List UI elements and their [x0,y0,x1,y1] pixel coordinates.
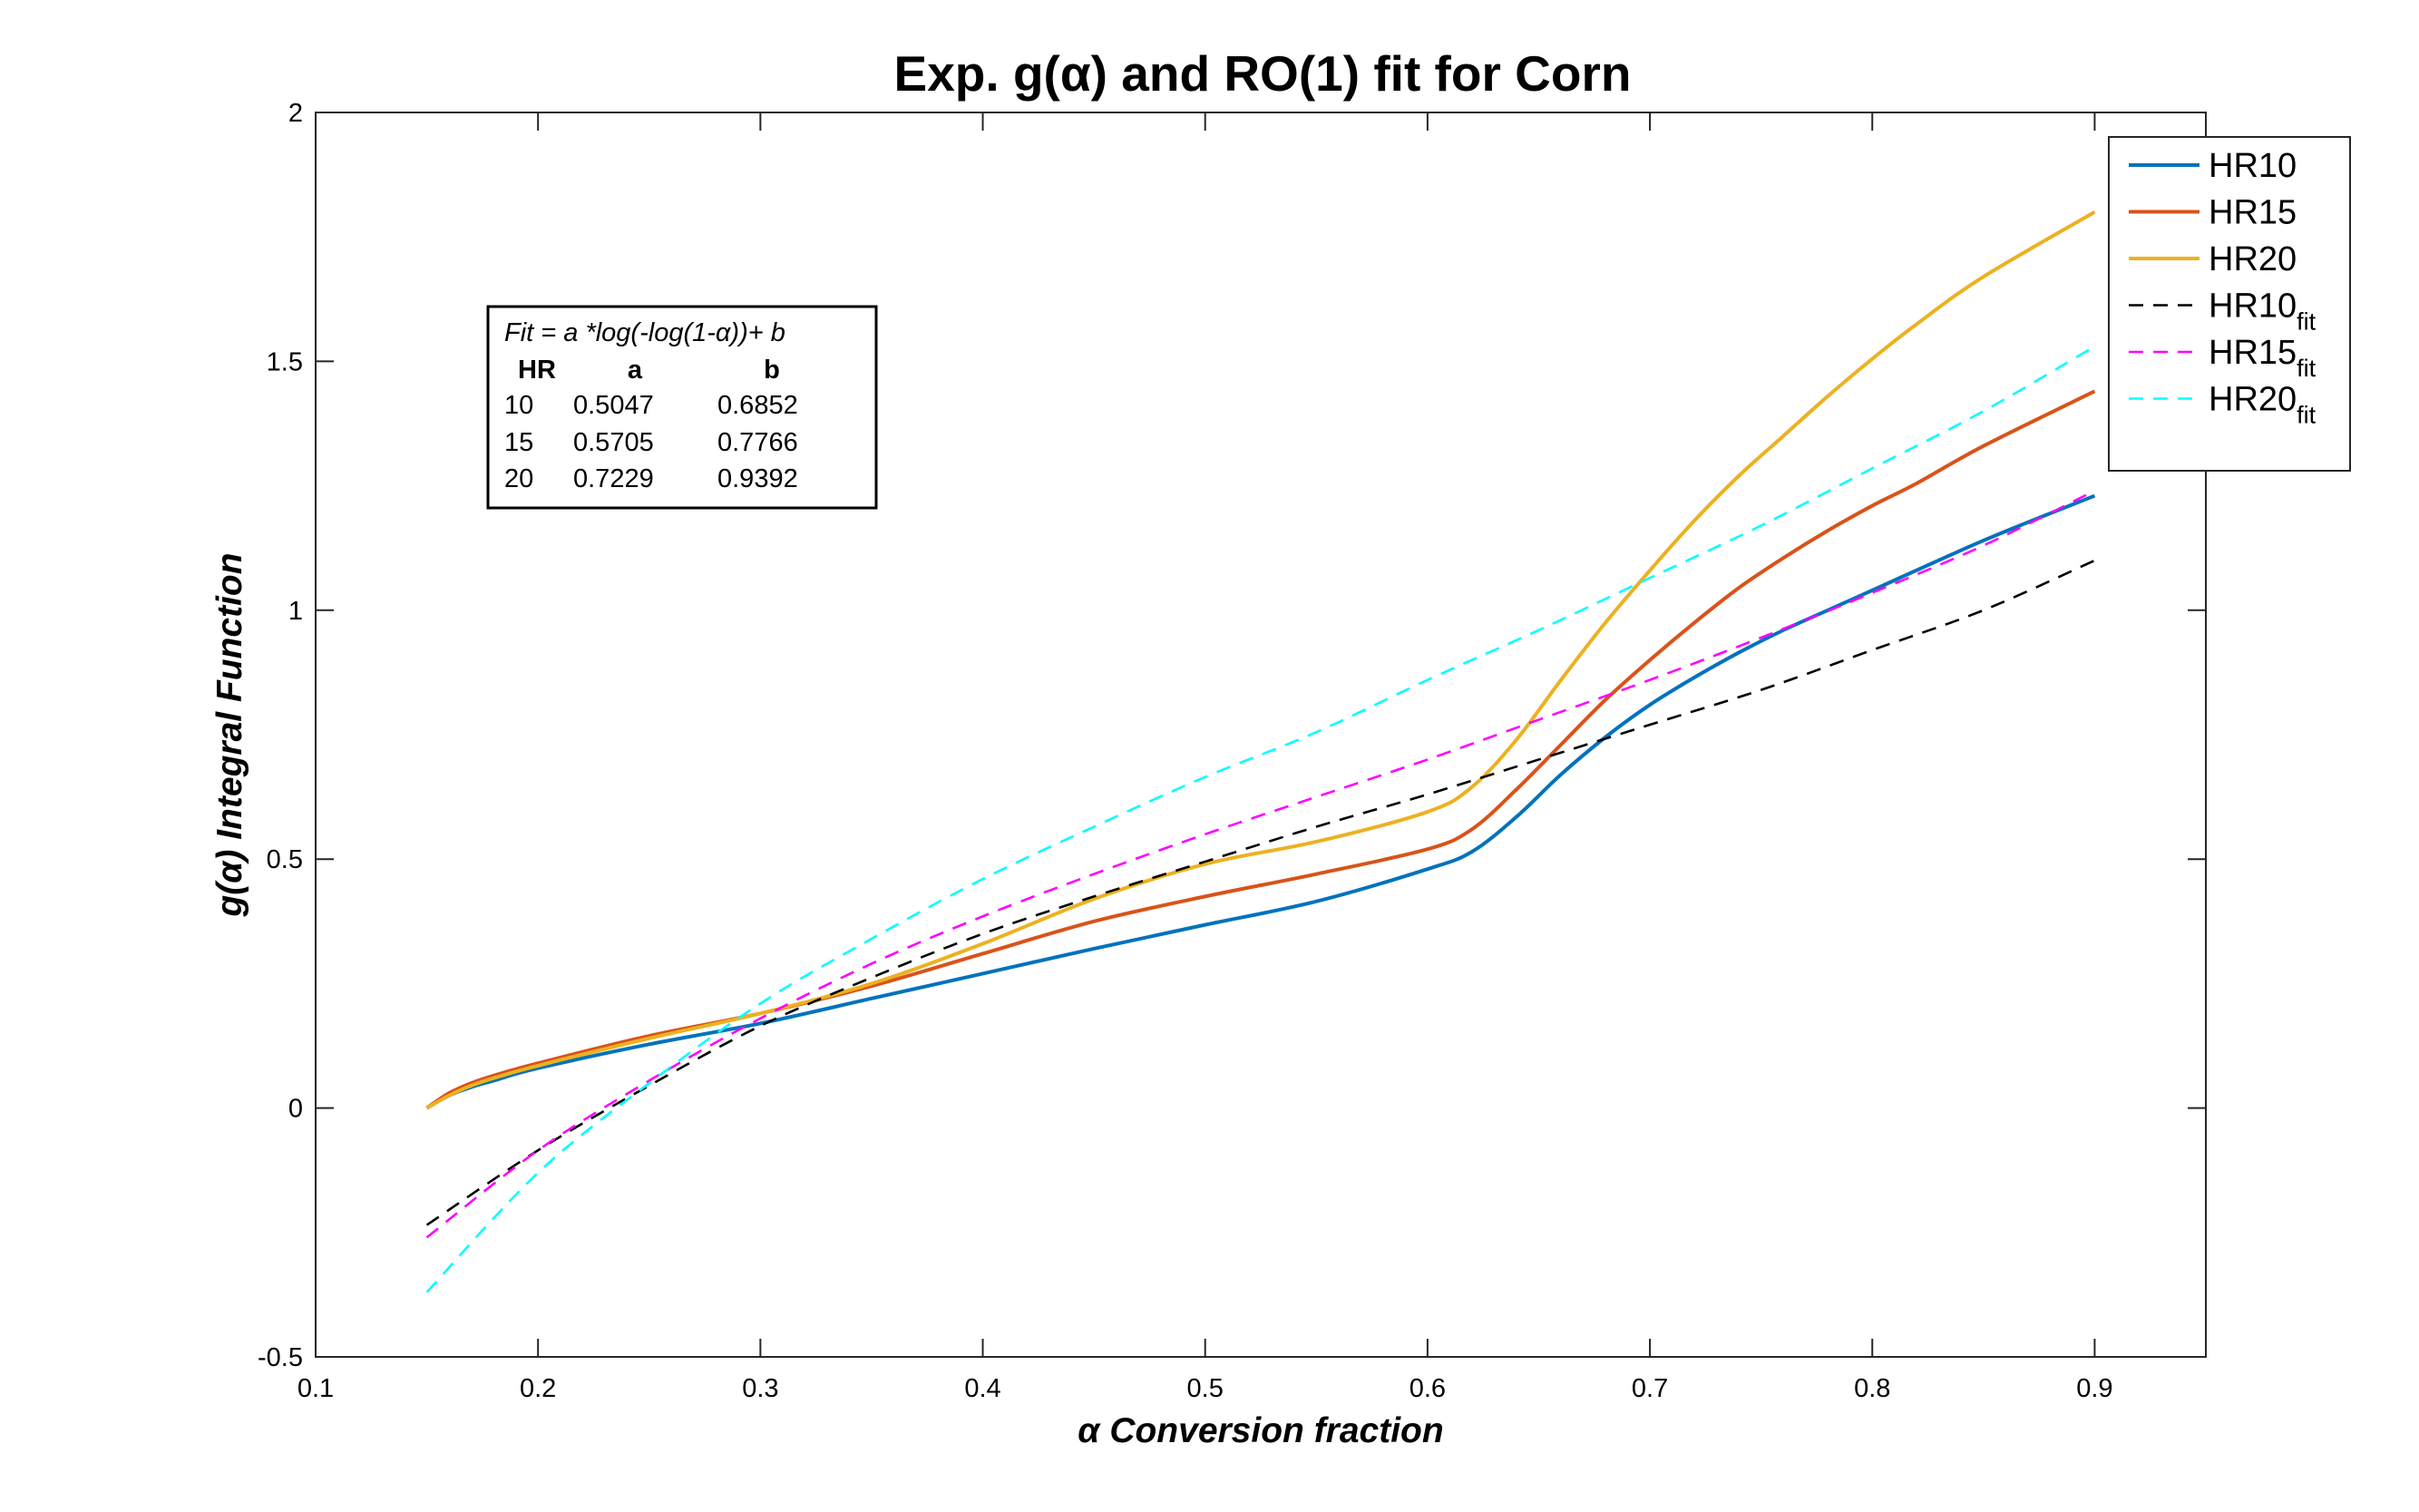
y-tick-label: 1.5 [267,347,303,376]
fit-row-hr: 20 [504,464,533,493]
y-tick-label: 0.5 [267,845,303,874]
x-tick-label: 0.5 [1187,1374,1224,1403]
fit-row-a: 0.5705 [573,428,654,457]
legend-label-name: HR10 [2209,288,2297,326]
series-line-hr20-fit [425,345,2096,1293]
x-axis-label: α Conversion fraction [1078,1411,1443,1450]
legend-label-name: HR15 [2209,194,2297,232]
x-tick-label: 0.8 [1854,1374,1890,1403]
fit-row-hr: 10 [504,391,533,420]
legend-label-name: HR20 [2209,240,2297,278]
axis-tick-labels: 0.1 0.2 0.3 0.4 0.5 0.6 0.7 0.8 0.9 -0.5 0 0.5 1 1.5 2 [258,99,2113,1403]
x-tick-label: 0.1 [297,1374,334,1403]
series-line-hr20 [425,210,2096,1110]
fit-row-a: 0.5047 [573,391,654,420]
x-tick-label: 0.3 [742,1374,778,1403]
legend-label: HR15fit [2209,334,2317,382]
legend-label-subscript: fit [2297,355,2317,382]
y-tick-label: 2 [288,99,303,128]
series-line-hr10-fit [425,559,2095,1226]
legend-label: HR20 [2209,240,2297,278]
fit-row-a: 0.7229 [573,464,654,493]
fit-row-b: 0.9392 [717,464,798,493]
fit-parameters-frame [486,305,878,510]
fit-header-a: a [628,356,643,385]
legend-label-subscript: fit [2297,308,2317,336]
x-tick-label: 0.7 [1632,1374,1668,1403]
axis-ticks [315,112,2206,1358]
legend-label: HR10 [2209,147,2297,185]
fit-header-b: b [764,356,780,385]
fit-row-b: 0.7766 [717,428,798,457]
x-tick-label: 0.4 [964,1374,1000,1403]
fit-formula: Fit = a *log(-log(1-α))+ b [504,318,785,347]
legend-label-name: HR15 [2209,334,2297,372]
series-line-hr15 [425,389,2096,1110]
legend-label-subscript: fit [2297,402,2317,429]
legend-label-name: HR20 [2209,381,2297,419]
plot-area [315,112,2207,1358]
chart-title: Exp. g(α) and RO(1) fit for Corn [894,45,1632,102]
y-tick-label: 0 [288,1095,303,1124]
series-line-hr15-fit [425,489,2095,1239]
y-tick-label: 1 [288,597,303,626]
fit-header-hr: HR [518,356,556,385]
series-line-hr10 [425,493,2096,1110]
fit-row-hr: 15 [504,428,533,457]
fit-row-b: 0.6852 [717,391,798,420]
legend-label: HR20fit [2209,381,2317,429]
x-tick-label: 0.2 [520,1374,556,1403]
legend-label-name: HR10 [2209,147,2297,185]
fit-parameters-box: Fit = a *log(-log(1-α))+ b HR a b 10 0.5… [486,305,878,510]
x-tick-label: 0.9 [2076,1374,2112,1403]
y-axis-label: g(α) Integral Function [210,552,249,917]
legend-frame [2108,136,2351,472]
legend-label: HR10fit [2209,288,2317,336]
x-tick-label: 0.6 [1409,1374,1446,1403]
legend-label: HR15 [2209,194,2297,232]
series-layer [425,210,2096,1293]
y-tick-label: -0.5 [258,1343,303,1372]
